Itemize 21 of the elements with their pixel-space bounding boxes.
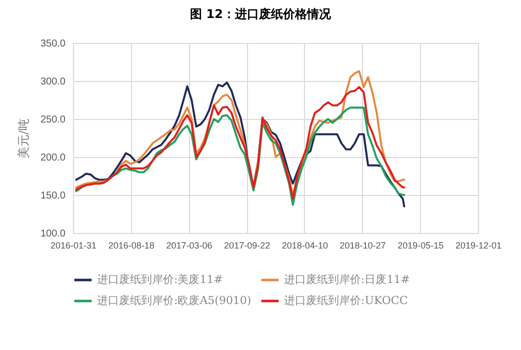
legend-label: 进口废纸到岸价:日废11#	[284, 273, 410, 286]
legend-label: 进口废纸到岸价:美废11#	[97, 273, 223, 286]
y-axis-title: 美元/吨	[16, 118, 30, 159]
x-tick-label: 2018-10-27	[340, 240, 386, 250]
legend-label: 进口废纸到岸价:UKOCC	[284, 294, 408, 307]
legend-label: 进口废纸到岸价:欧废A5(9010)	[97, 294, 252, 307]
x-tick-label: 2017-09-22	[224, 240, 270, 250]
x-tick-label: 2019-12-01	[455, 240, 502, 250]
x-tick-label: 2019-05-15	[398, 240, 444, 250]
y-tick-label: 150.0	[40, 190, 66, 202]
x-tick-label: 2016-01-31	[50, 240, 97, 250]
x-tick-label: 2016-08-18	[108, 240, 154, 250]
y-tick-label: 100.0	[40, 228, 66, 240]
x-tick-label: 2018-04-10	[282, 240, 328, 250]
y-tick-label: 250.0	[40, 114, 66, 126]
y-tick-label: 350.0	[40, 38, 66, 50]
x-tick-label: 2017-03-06	[166, 240, 212, 250]
chart-title: 图 12：进口废纸价格情况	[189, 6, 332, 22]
y-tick-label: 300.0	[40, 76, 66, 88]
y-tick-label: 200.0	[40, 152, 66, 164]
line-series	[75, 106, 406, 206]
